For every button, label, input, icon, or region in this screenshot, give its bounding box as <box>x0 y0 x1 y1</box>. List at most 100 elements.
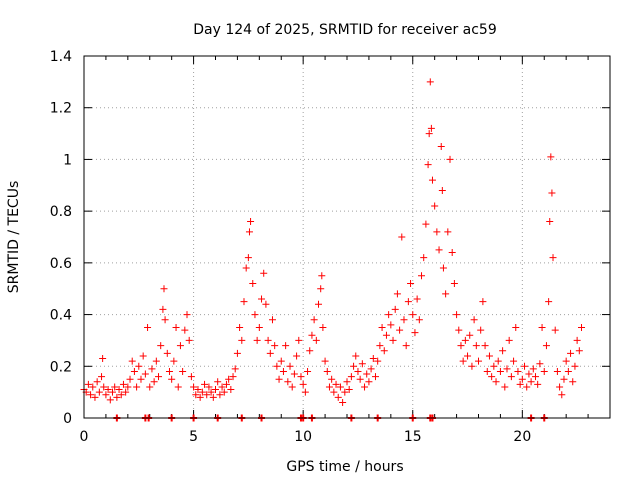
data-point <box>214 378 222 386</box>
data-point <box>490 362 498 370</box>
data-point <box>481 342 489 350</box>
data-point <box>367 365 375 373</box>
y-tick-label: 1.2 <box>50 101 72 117</box>
data-point <box>284 378 292 386</box>
data-point <box>172 324 180 331</box>
data-point <box>518 375 526 383</box>
data-point <box>345 386 353 394</box>
data-point <box>236 324 244 331</box>
data-point <box>87 391 95 399</box>
data-point <box>439 264 447 272</box>
data-point <box>418 272 426 280</box>
data-point <box>275 375 283 383</box>
data-point <box>279 367 287 375</box>
data-point <box>361 383 369 391</box>
data-point <box>264 336 272 344</box>
data-point <box>433 228 441 236</box>
data-point <box>102 391 110 399</box>
data-point <box>117 391 125 399</box>
data-point <box>407 280 415 288</box>
data-point <box>231 365 239 373</box>
data-point <box>468 362 476 370</box>
data-point <box>391 305 399 313</box>
data-point <box>222 380 230 388</box>
data-point <box>389 336 397 344</box>
data-point <box>435 246 443 254</box>
data-point <box>534 380 542 388</box>
data-point <box>404 298 412 306</box>
data-point <box>288 383 296 391</box>
data-point <box>233 349 241 357</box>
data-point <box>332 380 340 388</box>
data-points <box>80 78 586 422</box>
data-point <box>260 269 268 277</box>
data-point <box>420 254 428 262</box>
data-point <box>365 378 373 386</box>
data-point <box>315 300 323 308</box>
data-point <box>181 326 189 334</box>
data-point <box>549 254 557 262</box>
data-point <box>575 347 583 355</box>
data-point <box>108 388 116 396</box>
data-point <box>227 386 235 394</box>
data-point <box>196 393 204 401</box>
data-point <box>425 130 433 138</box>
data-point <box>126 375 134 383</box>
data-point <box>512 324 520 331</box>
data-point <box>273 362 281 370</box>
data-point <box>137 375 145 383</box>
data-point <box>341 388 349 396</box>
data-point <box>438 186 446 194</box>
data-point <box>356 375 364 383</box>
data-point <box>266 349 274 357</box>
data-point <box>514 367 522 375</box>
data-point <box>99 355 107 363</box>
data-point <box>174 383 182 391</box>
data-point <box>157 342 165 350</box>
data-point <box>328 375 336 383</box>
y-tick-label: 0.8 <box>50 204 72 220</box>
data-point <box>183 311 191 319</box>
data-point <box>475 357 482 365</box>
data-point <box>286 362 294 370</box>
data-point <box>492 378 500 386</box>
data-point <box>119 380 127 388</box>
data-point <box>378 324 386 331</box>
data-point <box>479 298 487 306</box>
data-point <box>150 378 158 386</box>
data-point <box>133 383 141 391</box>
data-point <box>424 161 432 169</box>
data-point <box>98 373 106 381</box>
data-point <box>135 362 143 370</box>
data-point <box>398 233 406 241</box>
data-point <box>128 357 136 365</box>
data-point <box>185 336 193 344</box>
data-point <box>93 378 101 386</box>
data-point <box>317 285 325 293</box>
data-point <box>442 290 450 298</box>
data-point <box>130 367 138 375</box>
data-point <box>187 373 195 381</box>
data-point <box>148 365 156 373</box>
data-point <box>104 386 112 394</box>
data-point <box>485 352 493 360</box>
data-point <box>308 331 316 339</box>
x-tick-label: 10 <box>294 429 312 445</box>
data-point <box>422 220 430 228</box>
data-point <box>523 383 531 391</box>
data-point <box>159 305 167 313</box>
data-point <box>536 360 544 368</box>
data-point <box>201 380 209 388</box>
data-point <box>319 324 327 331</box>
data-point <box>106 396 114 404</box>
y-tick-label: 0.6 <box>50 256 72 272</box>
y-tick-label: 0 <box>63 411 72 427</box>
data-point <box>494 357 502 365</box>
data-point <box>459 357 467 365</box>
data-point <box>499 347 507 355</box>
data-point <box>144 324 152 331</box>
data-point <box>387 321 395 329</box>
data-point <box>277 357 285 365</box>
data-point <box>343 378 351 386</box>
data-point <box>209 393 217 401</box>
